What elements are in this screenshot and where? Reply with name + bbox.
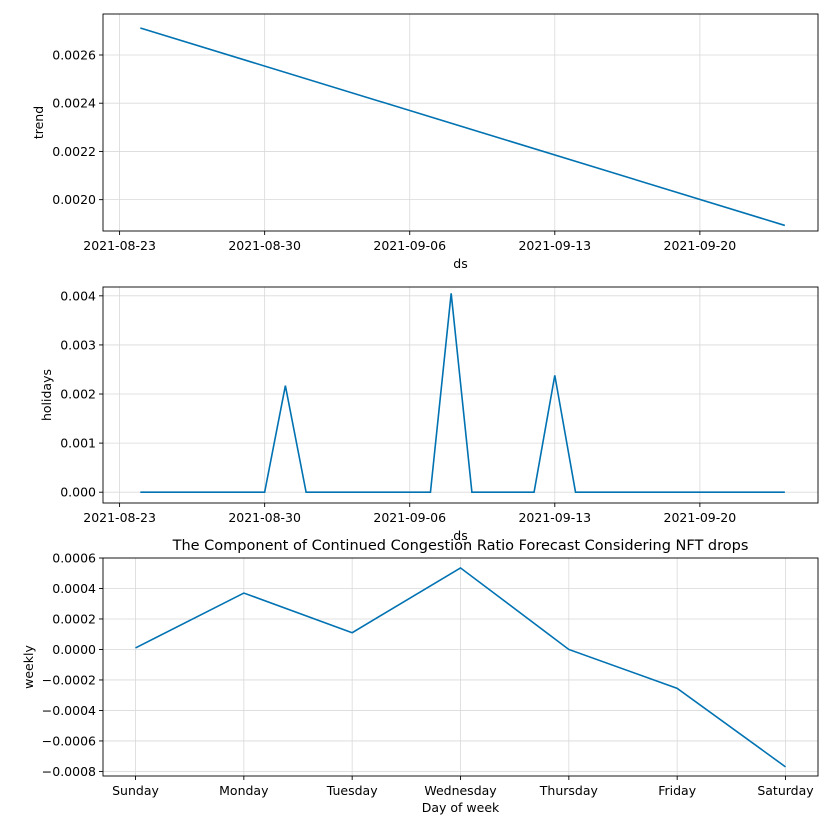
weekly-y-tick-label: 0.0004 (52, 581, 96, 596)
trend-series-line (140, 27, 786, 227)
holidays-x-tick-label: 2021-08-23 (83, 510, 156, 525)
trend-x-tick-label: 2021-09-13 (518, 238, 591, 253)
trend-x-tick-label: 2021-09-06 (373, 238, 446, 253)
weekly-y-axis-label: weekly (21, 645, 36, 689)
holidays-ticks: 2021-08-23 2021-08-30 2021-09-06 2021-09-13… (60, 288, 736, 525)
trend-y-axis-label: trend (31, 106, 46, 139)
holidays-y-tick-label: 0.002 (60, 387, 96, 402)
trend-x-tick-label: 2021-09-20 (664, 238, 737, 253)
weekly-y-tick-label: 0.0006 (52, 551, 96, 566)
holidays-y-axis-label: holidays (39, 369, 54, 421)
weekly-grid (103, 557, 818, 776)
weekly-x-tick-label: Thursday (539, 783, 599, 798)
weekly-y-tick-label: −0.0008 (42, 764, 96, 779)
weekly-ticks: Sunday Monday Tuesday Wednesday Thursday Frid… (42, 551, 814, 799)
trend-x-tick-label: 2021-08-23 (83, 238, 156, 253)
trend-y-tick-label: 0.0026 (52, 47, 96, 62)
weekly-y-tick-label: −0.0006 (42, 733, 96, 748)
trend-plot-frame (102, 13, 819, 232)
holidays-x-tick-label: 2021-08-30 (228, 510, 301, 525)
weekly-x-tick-label: Sunday (112, 783, 159, 798)
weekly-y-tick-label: 0.0000 (52, 642, 96, 657)
trend-y-tick-label: 0.0020 (52, 192, 96, 207)
weekly-chart-title: The Component of Continued Congestion Ra… (172, 538, 749, 554)
weekly-x-tick-label: Friday (658, 783, 696, 798)
weekly-series-line (135, 566, 786, 768)
holidays-x-tick-label: 2021-09-20 (664, 510, 737, 525)
weekly-x-tick-label: Tuesday (326, 783, 378, 798)
weekly-x-axis-label: Day of week (422, 800, 500, 815)
holidays-plot-frame (102, 286, 819, 504)
holidays-y-tick-label: 0.000 (60, 485, 96, 500)
weekly-y-tick-label: −0.0004 (42, 703, 96, 718)
trend-x-axis-label: ds (453, 256, 467, 271)
weekly-x-tick-label: Monday (219, 783, 269, 798)
holidays-x-tick-label: 2021-09-13 (518, 510, 591, 525)
weekly-y-tick-label: 0.0002 (52, 611, 96, 626)
holidays-y-tick-label: 0.001 (60, 436, 96, 451)
holidays-x-tick-label: 2021-09-06 (373, 510, 446, 525)
weekly-x-tick-label: Saturday (757, 783, 814, 798)
trend-grid (103, 14, 818, 231)
weekly-panel: Sunday Monday Tuesday Wednesday Thursday Frid… (21, 538, 819, 815)
trend-x-tick-label: 2021-08-30 (228, 238, 301, 253)
holidays-x-axis-label: ds (453, 528, 467, 543)
weekly-x-tick-label: Wednesday (424, 783, 497, 798)
trend-y-tick-label: 0.0022 (52, 144, 96, 159)
holidays-series-line (140, 293, 785, 494)
holidays-y-tick-label: 0.003 (60, 337, 96, 352)
holidays-grid (103, 287, 818, 503)
trend-panel: 2021-08-23 2021-08-30 2021-09-06 2021-09-13… (31, 13, 819, 271)
weekly-y-tick-label: −0.0002 (42, 672, 96, 687)
trend-ticks: 2021-08-23 2021-08-30 2021-09-06 2021-09-13… (52, 47, 736, 253)
holidays-y-tick-label: 0.004 (60, 288, 96, 303)
trend-y-tick-label: 0.0024 (52, 96, 96, 111)
holidays-panel: 2021-08-23 2021-08-30 2021-09-06 2021-09-13… (39, 286, 819, 543)
